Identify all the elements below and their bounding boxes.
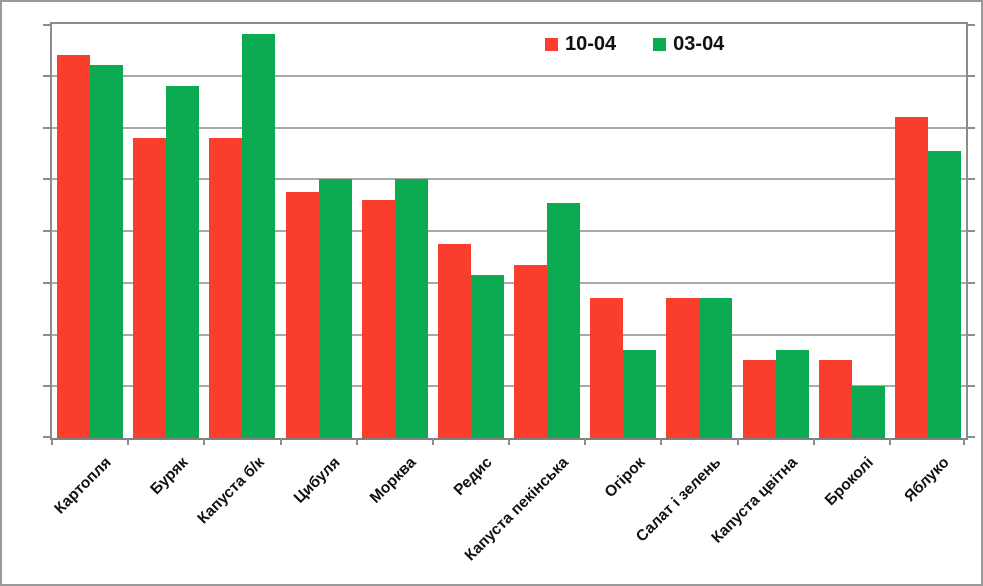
bar-10-04-Картопля — [57, 55, 90, 438]
bar-03-04-Капуста б/к — [242, 34, 276, 438]
gridline — [52, 178, 966, 181]
bar-03-04-Яблуко — [927, 150, 961, 438]
y-axis-tick-left — [43, 281, 50, 284]
x-axis-tick — [584, 438, 587, 445]
x-axis-tick — [355, 438, 358, 445]
legend-item-10-04: 10-04 — [545, 33, 616, 55]
x-axis-tick — [51, 438, 53, 445]
x-axis-label: Яблуко — [901, 454, 953, 506]
gridline — [52, 281, 966, 284]
y-axis-tick-right — [968, 74, 975, 77]
x-axis-tick — [431, 438, 434, 445]
x-axis-tick — [203, 438, 206, 445]
gridline — [52, 126, 966, 129]
bar-10-04-Салат і зелень — [666, 298, 700, 438]
bar-10-04-Буряк — [133, 137, 167, 438]
bar-03-04-Броколі — [851, 386, 885, 438]
axis-ticks-layer — [43, 24, 975, 445]
y-axis-tick-right — [968, 281, 975, 284]
bar-10-04-Яблуко — [894, 117, 928, 438]
y-axis-tick-left — [43, 385, 50, 388]
y-axis-tick-left — [43, 74, 50, 77]
bar-10-04-Морква — [361, 199, 395, 438]
y-axis-tick-right — [968, 230, 975, 232]
y-axis-tick-left — [43, 436, 50, 438]
bar-03-04-Редис — [470, 275, 504, 438]
gridlines-layer — [52, 24, 966, 438]
legend-label-10-04: 10-04 — [565, 33, 617, 55]
gridline — [52, 385, 966, 388]
y-axis-tick-left — [43, 126, 50, 129]
legend-item-03-04: 03-04 — [653, 33, 724, 55]
x-axis-tick — [508, 438, 510, 445]
x-axis-label: Цибуля — [290, 454, 344, 507]
x-axis-tick — [812, 438, 815, 445]
y-axis-tick-left — [43, 24, 50, 26]
bar-03-04-Картопля — [90, 65, 123, 438]
y-axis-tick-right — [968, 436, 975, 438]
bar-10-04-Броколі — [818, 360, 852, 438]
x-axis-tick — [279, 438, 282, 445]
x-axis-tick — [888, 438, 891, 445]
x-axis-label: Редис — [450, 454, 496, 499]
bar-03-04-Капуста пекінська — [547, 202, 580, 438]
x-axis-tick — [660, 438, 663, 445]
bar-10-04-Огірок — [590, 298, 624, 438]
bar-03-04-Морква — [394, 179, 428, 438]
bar-10-04-Капуста б/к — [209, 137, 243, 438]
y-axis-tick-right — [968, 24, 975, 26]
x-axis-tick — [736, 438, 739, 445]
bars-layer — [52, 24, 966, 438]
x-axis-label: Буряк — [147, 454, 192, 499]
bar-03-04-Цибуля — [318, 179, 352, 438]
y-axis-tick-left — [43, 230, 50, 232]
plot-area — [43, 22, 975, 445]
x-axis-label: Картопля — [51, 454, 116, 518]
x-axis-label: Морква — [367, 454, 420, 507]
y-axis-tick-right — [968, 126, 975, 129]
bar-03-04-Буряк — [166, 86, 200, 438]
x-axis-tick — [127, 438, 130, 445]
x-axis-label: Броколі — [821, 454, 877, 510]
gridline — [52, 333, 966, 336]
bar-10-04-Редис — [437, 243, 471, 438]
gridline — [52, 74, 966, 77]
y-axis-tick-right — [968, 385, 975, 388]
bar-10-04-Капуста пекінська — [514, 264, 547, 438]
x-axis-label: Капуста б/к — [194, 454, 268, 528]
bar-10-04-Капуста цвітна — [742, 360, 776, 438]
gridline — [52, 230, 966, 232]
bar-10-04-Цибуля — [285, 192, 319, 438]
legend: 10-04 03-04 — [545, 33, 724, 55]
x-axis-tick — [963, 438, 965, 445]
legend-swatch-green-icon — [653, 37, 667, 51]
legend-swatch-red-icon — [545, 37, 558, 51]
y-axis-tick-left — [43, 333, 50, 336]
y-axis-tick-right — [968, 178, 975, 181]
bar-03-04-Капуста цвітна — [775, 350, 809, 438]
y-axis-tick-left — [43, 178, 50, 181]
legend-label-03-04: 03-04 — [673, 33, 725, 55]
bar-03-04-Огірок — [623, 350, 657, 438]
y-axis-tick-right — [968, 333, 975, 336]
bar-03-04-Салат і зелень — [699, 298, 733, 438]
x-axis-label: Огірок — [601, 454, 649, 502]
